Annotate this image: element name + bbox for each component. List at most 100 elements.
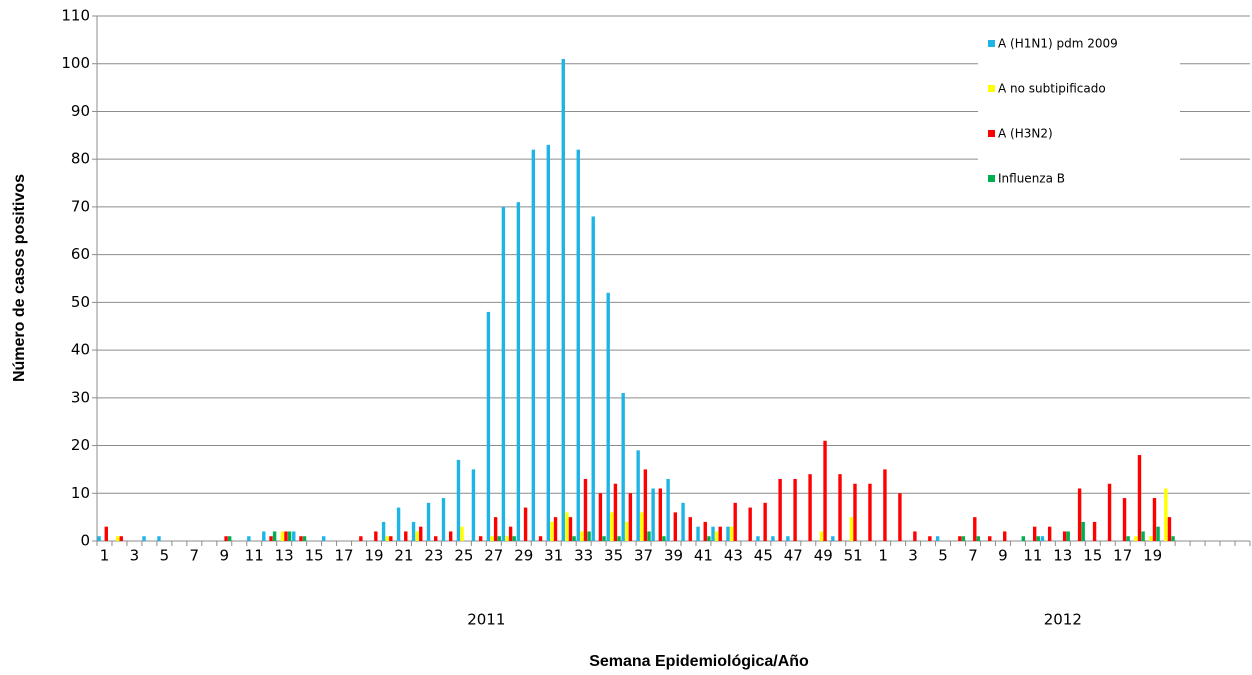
bar (658, 488, 663, 541)
bar (621, 393, 625, 541)
bar (1040, 536, 1045, 541)
bar (1122, 498, 1127, 541)
bar (610, 512, 614, 541)
x-tick-label: 3 (130, 547, 140, 565)
bar (505, 536, 509, 541)
x-tick-label: 11 (245, 547, 264, 565)
x-tick-label: 23 (424, 547, 443, 565)
bar (448, 531, 453, 541)
x-tick-label: 13 (275, 547, 294, 565)
bar (819, 531, 824, 541)
bar (1164, 488, 1168, 541)
bar (512, 536, 516, 541)
bar (625, 521, 629, 541)
bar (1141, 531, 1145, 541)
bar (688, 517, 692, 541)
bar (493, 517, 498, 541)
bar (729, 526, 734, 541)
bar (224, 536, 228, 541)
legend-label: Influenza B (998, 172, 1065, 186)
bar (988, 536, 992, 541)
x-tick-label: 5 (160, 547, 170, 565)
bar (681, 502, 685, 541)
bar (961, 536, 966, 541)
y-tick-label: 90 (71, 102, 90, 120)
bar (771, 536, 775, 541)
x-tick-label: 31 (544, 547, 563, 565)
legend-box (978, 26, 1180, 198)
bar (404, 531, 408, 541)
x-tick-label: 7 (968, 547, 978, 565)
bar (1003, 531, 1007, 541)
bar (523, 507, 528, 541)
bar (104, 526, 108, 541)
bar (227, 536, 232, 541)
x-tick-label: 17 (335, 547, 354, 565)
bar (546, 144, 551, 541)
bar (587, 531, 591, 541)
bar (1021, 536, 1026, 541)
bar (958, 536, 962, 541)
x-tick-label: 11 (1023, 547, 1042, 565)
bar (1036, 536, 1040, 541)
bar (580, 531, 584, 541)
bar (434, 536, 438, 541)
bar (157, 536, 161, 541)
x-tick-label: 47 (784, 547, 803, 565)
bar (508, 526, 513, 541)
y-tick-label: 110 (61, 7, 90, 25)
x-tick-label: 1 (100, 547, 110, 565)
bar (389, 536, 393, 541)
bar (396, 507, 401, 541)
bar (976, 536, 981, 541)
x-axis-title: Semana Epidemiológica/Año (589, 653, 809, 670)
legend-marker (988, 40, 995, 47)
bar (501, 206, 506, 541)
y-tick-label: 0 (80, 532, 90, 550)
bar (1062, 531, 1067, 541)
bar (441, 498, 446, 541)
bar (1081, 521, 1085, 541)
bar (696, 526, 700, 541)
bar (583, 478, 588, 541)
bar (1149, 536, 1153, 541)
bar (617, 536, 621, 541)
x-tick-label: 21 (394, 547, 413, 565)
bar (703, 521, 707, 541)
bar (808, 474, 812, 541)
bar (269, 536, 273, 541)
legend: A (H1N1) pdm 2009 A no subtipificado A (H3… (978, 26, 1180, 198)
bar (868, 483, 872, 541)
x-tick-label: 45 (754, 547, 773, 565)
y-tick-label: 100 (61, 54, 90, 72)
bar (385, 536, 389, 541)
x-tick-label: 9 (998, 547, 1008, 565)
bar (1152, 498, 1157, 541)
bar (935, 536, 940, 541)
bar (1156, 526, 1160, 541)
bar (1134, 536, 1138, 541)
y-tick-label: 20 (71, 436, 90, 454)
bar (280, 531, 285, 541)
bar (823, 440, 827, 541)
x-tick-label: 19 (364, 547, 383, 565)
x-tick-label: 7 (190, 547, 200, 565)
legend-marker (988, 130, 995, 137)
bar (1066, 531, 1070, 541)
bar (572, 536, 576, 541)
bar (973, 517, 977, 541)
bar (516, 202, 521, 542)
x-tick-label: 41 (694, 547, 713, 565)
bar (640, 512, 644, 541)
bar (651, 488, 655, 541)
bar (284, 531, 288, 541)
bar (490, 536, 494, 541)
bar (628, 493, 633, 541)
bar (707, 536, 711, 541)
y-tick-label: 50 (71, 293, 90, 311)
bar (1167, 517, 1172, 541)
bar (565, 512, 569, 541)
bar (478, 536, 483, 541)
x-tick-label: 1 (878, 547, 888, 565)
legend-label: A (H1N1) pdm 2009 (998, 37, 1118, 51)
